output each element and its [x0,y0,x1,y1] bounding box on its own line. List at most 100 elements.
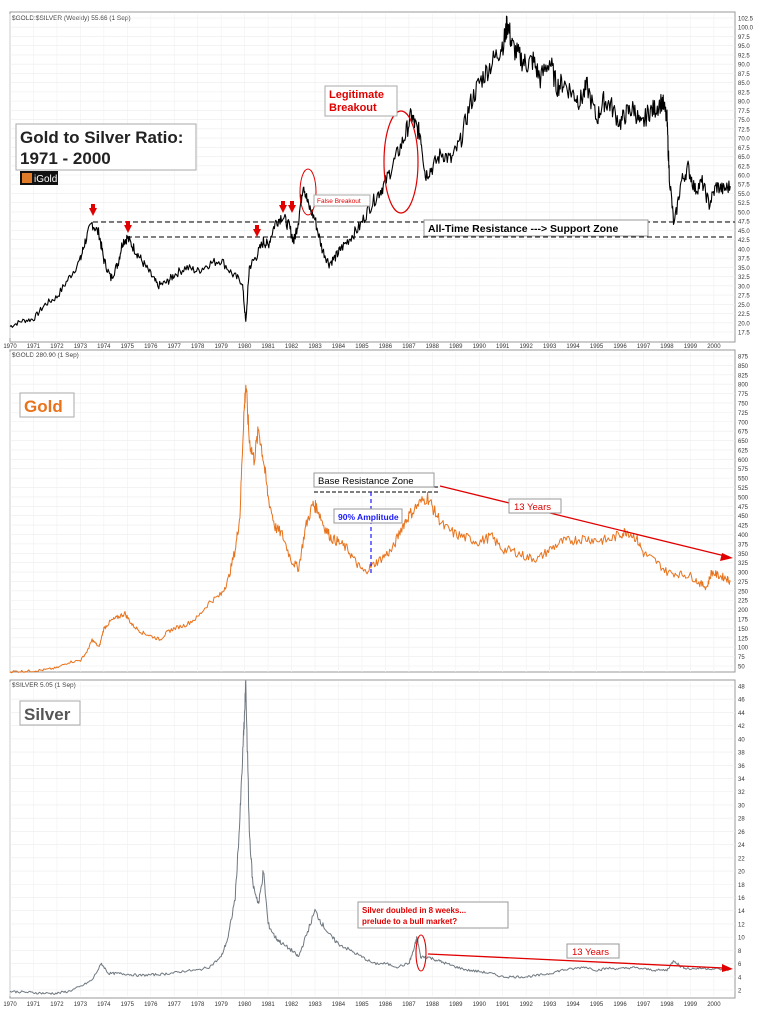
ratio-x-tick: 1974 [97,344,111,350]
ratio-x-tick: 1976 [144,344,158,350]
silver-x-tick: 1999 [684,1002,698,1008]
silver-y-tick: 12 [738,922,745,928]
ratio-x-tick: 1986 [379,344,393,350]
ratio-y-tick: 37.5 [738,257,750,263]
silver-note-line-2: prelude to a bull market? [362,917,457,926]
ratio-x-tick: 1982 [285,344,299,350]
silver-y-tick: 2 [738,989,742,995]
breakout-box [324,85,398,117]
gold-y-tick: 375 [738,542,749,548]
silver-y-tick: 24 [738,843,745,849]
gold-y-tick: 300 [738,571,749,577]
silver-x-tick: 1989 [449,1002,463,1008]
gold-trend-line [439,485,726,557]
ratio-y-tick: 30.0 [738,284,750,290]
gold-y-tick: 625 [738,448,749,454]
silver-series [9,680,731,995]
silver-series-line [9,680,731,995]
arrow-1974 [124,225,132,233]
ratio-panel: $GOLD:$SILVER (Weekly) 55.66 (1 Sep) 17.… [3,11,754,350]
silver-y-tick: 30 [738,803,745,809]
silver-x-tick: 1981 [261,1002,275,1008]
amplitude-label: 90% Amplitude [338,512,399,522]
ratio-x-tick: 1999 [684,344,698,350]
silver-grid [9,682,735,996]
silver-y-tick: 44 [738,711,745,717]
ratio-y-tick-labels: 17.5 20.0 22.5 25.0 27.5 30.0 32.5 35.0 37.5 40.0… [738,17,754,337]
silver-x-tick: 1990 [473,1002,487,1008]
ratio-x-tick: 1987 [402,344,416,350]
false-breakout-circle [299,168,317,216]
ratio-y-tick: 75.0 [738,118,750,124]
gold-y-tick: 100 [738,646,749,652]
silver-y-tick: 8 [738,949,742,955]
silver-header: $SILVER 5.05 (1 Sep) [12,682,76,689]
silver-note-line-1: Silver doubled in 8 weeks... [362,906,466,915]
gold-y-tick: 75 [738,655,745,661]
silver-y-tick-labels: 2468101214161820222426283032343638404244… [738,685,745,995]
gold-y-tick: 425 [738,524,749,530]
silver-x-tick: 1973 [74,1002,88,1008]
silver-x-tick: 1983 [308,1002,322,1008]
ratio-x-tick: 1983 [308,344,322,350]
gold-y-tick: 575 [738,467,749,473]
ratio-x-tick: 1992 [520,344,534,350]
silver-y-tick: 14 [738,909,745,915]
silver-x-tick: 1994 [566,1002,580,1008]
silver-y-tick: 10 [738,936,745,942]
silver-x-tick: 1992 [520,1002,534,1008]
silver-x-tick: 1987 [402,1002,416,1008]
ratio-x-tick: 2000 [707,344,721,350]
silver-y-tick: 22 [738,856,745,862]
gold-y-tick: 825 [738,373,749,379]
silver-x-tick: 1982 [285,1002,299,1008]
silver-y-tick: 28 [738,817,745,823]
ratio-y-tick: 95.0 [738,44,750,50]
silver-trend-line [427,953,725,969]
silver-years-box [566,943,620,959]
gold-series-line [9,384,731,674]
gold-y-tick: 850 [738,364,749,370]
silver-y-tick: 16 [738,896,745,902]
silver-x-tick: 1971 [27,1002,41,1008]
silver-x-tick: 1974 [97,1002,111,1008]
silver-x-tick: 1980 [238,1002,252,1008]
gold-y-tick: 600 [738,458,749,464]
silver-x-tick: 1972 [50,1002,64,1008]
gold-label-box [19,392,75,418]
gold-y-tick: 500 [738,495,749,501]
gold-y-tick: 725 [738,411,749,417]
arrow-1974-stem [126,221,130,226]
ratio-header: $GOLD:$SILVER (Weekly) 55.66 (1 Sep) [12,15,131,22]
ratio-y-tick: 47.5 [738,220,750,226]
silver-spike-circle [415,934,427,972]
ratio-x-tick: 1996 [613,344,627,350]
gold-y-tick: 150 [738,627,749,633]
gold-panel: $GOLD 280.90 (1 Sep) 50 75 100 125 150 175 200… [9,349,749,674]
ratio-y-tick: 35.0 [738,266,750,272]
silver-note-box [357,901,509,929]
silver-x-tick: 1977 [168,1002,182,1008]
silver-y-tick: 48 [738,685,745,691]
ratio-series [9,15,731,328]
ratio-x-tick: 1984 [332,344,346,350]
silver-x-tick: 1993 [543,1002,557,1008]
ratio-title-line-1: Gold to Silver Ratio: [20,128,183,147]
ratio-x-tick: 1991 [496,344,510,350]
silver-x-tick: 1995 [590,1002,604,1008]
ratio-y-tick: 32.5 [738,275,750,281]
gold-y-tick: 175 [738,618,749,624]
arrow-1981a [279,205,287,213]
gold-series [9,384,731,674]
ratio-y-tick: 52.5 [738,201,750,207]
gold-y-tick: 550 [738,477,749,483]
silver-y-tick: 42 [738,724,745,730]
ratio-y-tick: 27.5 [738,294,750,300]
ratio-series-line [9,15,731,328]
ratio-y-tick: 60.0 [738,174,750,180]
gold-years-label: 13 Years [514,502,551,513]
breakout-label-2: Breakout [329,102,377,114]
ratio-y-tick: 62.5 [738,164,750,170]
gold-y-tick: 800 [738,383,749,389]
